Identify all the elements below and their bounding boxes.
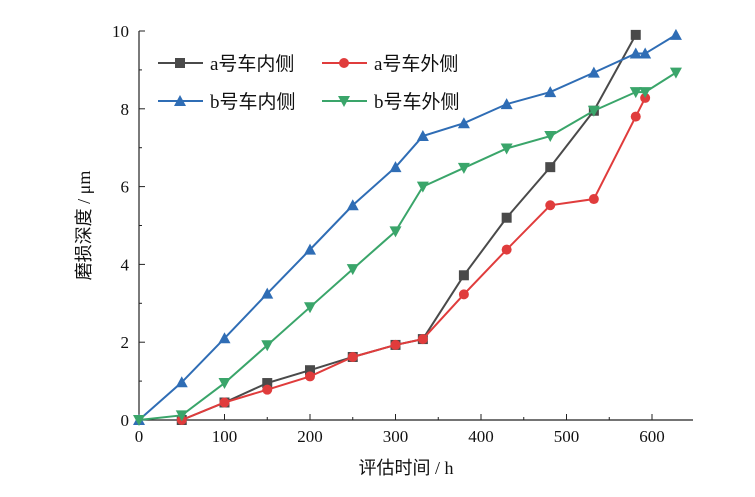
y-tick-label: 8 xyxy=(121,100,130,119)
data-point-triangle-up xyxy=(457,117,470,129)
x-tick-label: 200 xyxy=(297,427,323,446)
x-tick-label: 300 xyxy=(383,427,409,446)
x-tick-label: 600 xyxy=(639,427,665,446)
legend-label: b号车内侧 xyxy=(210,91,296,113)
data-point-circle xyxy=(339,58,349,68)
y-tick-label: 6 xyxy=(121,178,130,197)
data-point-triangle-up xyxy=(416,130,429,142)
data-point-circle xyxy=(219,397,230,408)
data-point-triangle-up xyxy=(175,376,188,388)
data-point-circle xyxy=(305,371,315,382)
series-2 xyxy=(133,28,682,425)
x-axis-label: 评估时间 / h xyxy=(358,458,453,478)
x-tick-label: 100 xyxy=(212,427,238,446)
data-point-triangle-down xyxy=(389,226,402,238)
data-point-triangle-down xyxy=(346,264,359,276)
data-point-square xyxy=(262,378,273,389)
legend-label: b号车外侧 xyxy=(374,91,460,113)
data-point-triangle-up xyxy=(544,86,557,98)
data-point-triangle-up xyxy=(629,47,642,59)
data-point-circle xyxy=(347,351,358,362)
data-point-circle xyxy=(588,194,599,205)
y-axis-label: 磨损深度 / μm xyxy=(74,171,94,281)
y-tick-label: 2 xyxy=(121,333,130,352)
data-point-triangle-up xyxy=(389,161,402,173)
data-point-triangle-down xyxy=(261,340,274,352)
data-point-triangle-down xyxy=(416,181,429,193)
data-point-circle xyxy=(262,384,273,395)
legend-label: a号车内侧 xyxy=(210,53,294,75)
data-point-circle xyxy=(545,200,556,211)
data-point-circle xyxy=(630,111,641,122)
data-point-square xyxy=(175,58,185,68)
data-point-square xyxy=(458,270,469,281)
x-tick-label: 400 xyxy=(468,427,494,446)
series-1 xyxy=(176,92,651,425)
data-point-circle xyxy=(458,289,469,300)
data-point-triangle-up xyxy=(587,66,600,78)
data-point-triangle-down xyxy=(587,105,600,117)
data-point-square xyxy=(545,162,556,173)
data-point-circle xyxy=(390,339,401,350)
data-point-square xyxy=(501,212,512,223)
legend: a号车内侧 a号车外侧 b号车内侧 b号车外侧 xyxy=(158,53,460,113)
data-point-triangle-up xyxy=(346,199,359,211)
legend-label: a号车外侧 xyxy=(374,53,458,75)
data-point-triangle-down xyxy=(629,87,642,99)
data-point-triangle-down xyxy=(669,67,682,79)
x-tick-label: 500 xyxy=(554,427,580,446)
y-tick-label: 0 xyxy=(121,411,130,430)
data-point-triangle-down xyxy=(133,415,145,426)
data-point-triangle-up xyxy=(261,287,274,299)
data-point-triangle-down xyxy=(457,162,470,174)
data-point-triangle-up xyxy=(669,28,682,40)
data-point-circle xyxy=(501,244,512,255)
y-tick-label: 4 xyxy=(121,255,130,274)
y-tick-label: 10 xyxy=(112,22,129,41)
data-point-triangle-down xyxy=(544,131,557,143)
series-line xyxy=(138,71,677,421)
series-3 xyxy=(133,67,682,426)
data-point-triangle-up xyxy=(218,332,231,344)
data-point-square xyxy=(305,365,315,376)
data-point-triangle-up xyxy=(174,95,186,106)
data-point-triangle-down xyxy=(175,410,188,422)
series-0 xyxy=(176,29,641,425)
data-point-triangle-down xyxy=(500,143,513,155)
data-point-triangle-down xyxy=(304,302,316,314)
data-point-triangle-up xyxy=(304,243,316,255)
x-tick-label: 0 xyxy=(135,427,144,446)
data-point-triangle-down xyxy=(639,87,652,99)
data-point-triangle-down xyxy=(338,96,350,107)
data-point-circle xyxy=(417,334,428,345)
data-point-triangle-down xyxy=(218,378,231,390)
data-point-triangle-up xyxy=(500,98,513,110)
data-point-square xyxy=(630,29,641,40)
data-point-triangle-up xyxy=(639,47,652,59)
